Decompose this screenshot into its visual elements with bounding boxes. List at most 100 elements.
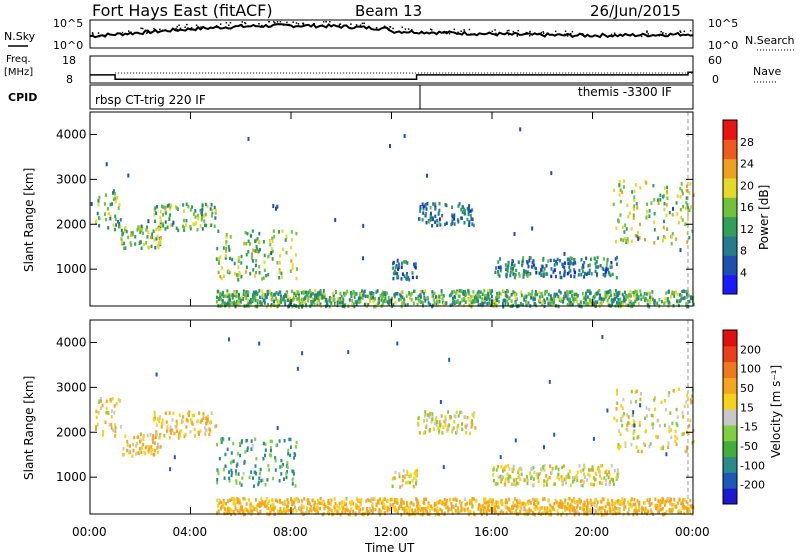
- scatter-cell: [240, 261, 243, 265]
- scatter-cell: [682, 204, 685, 209]
- scatter-cell: [453, 420, 456, 424]
- scatter-cell: [572, 297, 575, 301]
- scatter-cell: [219, 274, 222, 279]
- scatter-cell: [573, 513, 576, 517]
- scatter-cell: [265, 295, 268, 299]
- scatter-cell: [218, 498, 221, 503]
- scatter-cell: [411, 275, 414, 280]
- scatter-cell: [403, 475, 406, 480]
- scatter-cell: [199, 224, 202, 228]
- scatter-cell: [521, 260, 524, 265]
- scatter-cell: [113, 404, 116, 408]
- scatter-cell: [235, 290, 238, 294]
- scatter-cell: [343, 500, 346, 505]
- scatter-cell: [170, 428, 173, 432]
- nsearch-point: [142, 27, 144, 30]
- scatter-cell: [563, 271, 566, 276]
- scatter-cell: [227, 269, 230, 273]
- scatter-cell: [583, 500, 586, 504]
- scatter-cell: [270, 291, 273, 296]
- nsearch-point: [184, 26, 186, 28]
- scatter-cell: [109, 202, 112, 207]
- scatter-cell: [437, 212, 440, 216]
- scatter-cell: [232, 441, 235, 446]
- scatter-cell: [620, 416, 623, 421]
- scatter-cell: [245, 294, 247, 298]
- scatter-cell: [238, 441, 241, 446]
- scatter-cell: [431, 303, 434, 308]
- scatter-cell: [300, 509, 303, 514]
- nsearch-point: [94, 36, 97, 39]
- scatter-cell: [512, 272, 515, 276]
- scatter-cell: [194, 215, 197, 219]
- scatter-cell: [381, 505, 384, 510]
- scatter-cell: [664, 297, 667, 301]
- scatter-cell: [154, 435, 157, 440]
- scatter-cell: [115, 223, 118, 227]
- scatter-cell: [114, 423, 117, 427]
- scatter-cell: [616, 392, 619, 396]
- scatter-cell: [546, 506, 549, 510]
- scatter-cell: [549, 258, 552, 263]
- scatter-cell: [255, 457, 258, 461]
- scatter-cell: [670, 428, 672, 432]
- scatter-cell: [517, 482, 520, 486]
- scatter-cell: [655, 503, 658, 508]
- scatter-cell: [254, 298, 257, 303]
- scatter-cell: [293, 303, 296, 308]
- scatter-cell: [650, 510, 653, 514]
- scatter-cell: [363, 289, 366, 293]
- scatter-cell: [566, 303, 569, 307]
- scatter-cell: [416, 504, 418, 508]
- scatter-cell: [482, 508, 485, 512]
- scatter-cell: [491, 499, 494, 504]
- nsearch-point: [338, 23, 341, 26]
- scatter-cell: [256, 247, 259, 252]
- scatter-cell: [491, 503, 494, 507]
- scatter-cell: [400, 498, 403, 502]
- scatter-cell: [616, 475, 619, 479]
- colorbar-segment: [723, 139, 737, 160]
- scatter-cell: [583, 275, 586, 279]
- scatter-cell: [562, 297, 565, 301]
- scatter-cell: [368, 295, 371, 300]
- scatter-cell: [635, 183, 637, 187]
- scatter-cell: [451, 302, 454, 307]
- scatter-cell: [330, 301, 333, 305]
- scatter-cell: [316, 291, 319, 295]
- scatter-cell: [159, 210, 162, 214]
- scatter-cell: [216, 295, 218, 300]
- scatter-cell: [586, 478, 589, 482]
- scatter-cell: [473, 411, 476, 415]
- scatter-cell: [400, 501, 403, 505]
- scatter-cell: [683, 505, 686, 509]
- scatter-cell: [500, 477, 503, 482]
- scatter-cell: [396, 498, 399, 502]
- scatter-cell: [107, 411, 110, 415]
- colorbar-segment: [723, 197, 737, 218]
- scatter-cell: [427, 501, 430, 505]
- scatter-cell: [470, 425, 473, 429]
- scatter-cell: [346, 289, 349, 294]
- scatter-cell: [359, 503, 362, 507]
- scatter-cell: [670, 241, 673, 246]
- scatter-cell: [251, 229, 254, 233]
- scatter-cell: [419, 205, 422, 209]
- scatter-cell: [338, 505, 341, 510]
- scatter-cell: [252, 476, 254, 480]
- scatter-cell: [438, 429, 441, 433]
- scatter-cell: [671, 421, 674, 426]
- freq-tick-bottom: 8: [66, 73, 73, 86]
- scatter-cell: [600, 296, 603, 301]
- scatter-cell: [568, 290, 571, 294]
- scatter-cell: [110, 422, 113, 427]
- scatter-cell: [227, 499, 230, 503]
- scatter-cell: [230, 508, 233, 512]
- scatter-cell: [293, 497, 296, 502]
- scatter-cell: [685, 196, 688, 200]
- scatter-cell: [553, 502, 556, 506]
- scatter-cell: [215, 300, 218, 304]
- scatter-cell: [685, 449, 688, 453]
- scatter-cell: [295, 509, 298, 513]
